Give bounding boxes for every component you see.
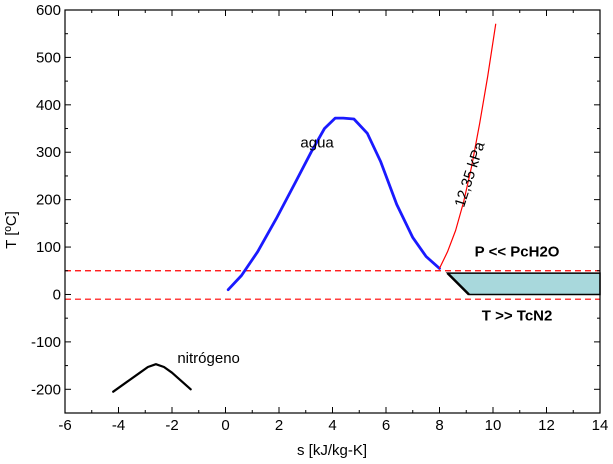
label-pressure-note: P << PcH2O bbox=[475, 244, 560, 261]
x-tick-label: -6 bbox=[58, 417, 71, 434]
label-nitrogeno: nitrógeno bbox=[177, 350, 240, 367]
y-tick-label: 200 bbox=[36, 192, 61, 209]
y-tick-label: -200 bbox=[31, 381, 61, 398]
y-tick-label: 100 bbox=[36, 239, 61, 256]
x-tick-label: -2 bbox=[165, 417, 178, 434]
y-tick-label: -100 bbox=[31, 334, 61, 351]
label-temp-note: T >> TcN2 bbox=[482, 308, 553, 325]
label-agua: agua bbox=[300, 134, 334, 151]
x-tick-label: 12 bbox=[538, 417, 555, 434]
x-tick-label: 14 bbox=[592, 417, 609, 434]
plot-frame bbox=[64, 9, 601, 414]
x-tick-label: 2 bbox=[275, 417, 283, 434]
y-tick-label: 600 bbox=[36, 2, 61, 19]
y-tick-label: 0 bbox=[53, 286, 61, 303]
label-isobar: 12,35 kPa bbox=[451, 139, 488, 209]
plot-area bbox=[65, 23, 601, 393]
x-tick-label: 0 bbox=[221, 417, 229, 434]
x-axis-title: s [kJ/kg-K] bbox=[297, 442, 367, 459]
x-tick-label: 4 bbox=[328, 417, 336, 434]
series-line-3 bbox=[438, 23, 497, 269]
x-tick-label: 6 bbox=[382, 417, 390, 434]
annotations: agua nitrógeno 12,35 kPa P << PcH2O T >> TcN… bbox=[177, 134, 559, 367]
x-tick-label: -4 bbox=[112, 417, 125, 434]
y-tick-label: 300 bbox=[36, 144, 61, 161]
y-axis-title: T [ºC] bbox=[3, 211, 20, 249]
x-tick-label: 8 bbox=[435, 417, 443, 434]
series-line-1 bbox=[226, 116, 441, 292]
series-line-2 bbox=[112, 363, 192, 393]
x-tick-label: 10 bbox=[485, 417, 502, 434]
y-tick-label: 400 bbox=[36, 97, 61, 114]
axes: -6 -4 -2 0 2 4 6 8 10 12 14 -200 -100 0 100 200 300 400 50… bbox=[31, 2, 608, 434]
shaded-region-edge bbox=[446, 272, 470, 296]
y-tick-label: 500 bbox=[36, 49, 61, 66]
shaded-region bbox=[445, 272, 601, 296]
